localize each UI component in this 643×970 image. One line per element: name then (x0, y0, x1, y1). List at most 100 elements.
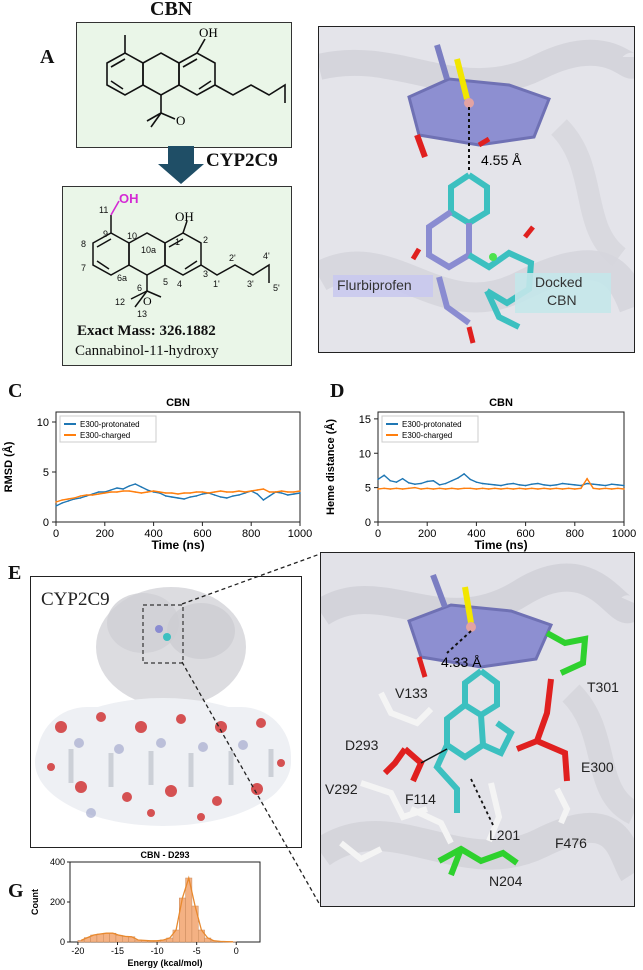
data-point (623, 484, 625, 487)
docked-cbn-label-1: Docked (535, 274, 583, 290)
data-point (293, 491, 295, 493)
data-point (158, 491, 161, 493)
data-point (481, 482, 484, 485)
data-point (420, 482, 422, 485)
data-point (469, 487, 472, 490)
data-point (250, 490, 252, 492)
parent-o: O (176, 113, 185, 128)
reaction-arrow (158, 146, 204, 184)
data-point (128, 485, 130, 487)
x-tick-label: 200 (96, 528, 114, 540)
x-tick-label: 1000 (612, 528, 636, 540)
data-point (389, 479, 392, 482)
data-point (487, 488, 490, 490)
data-point (574, 488, 576, 490)
y-tick-label: 15 (359, 414, 371, 426)
data-point (426, 487, 428, 490)
data-point (299, 490, 301, 492)
data-point (256, 489, 259, 491)
data-point (481, 487, 484, 490)
data-point (280, 492, 283, 494)
data-point (232, 491, 234, 493)
histogram-bar (179, 897, 186, 943)
data-point (244, 491, 246, 493)
data-point (561, 488, 564, 490)
atom-8: 8 (81, 239, 86, 249)
data-point (134, 491, 137, 493)
data-point (506, 483, 508, 485)
data-point (543, 484, 545, 486)
data-point (463, 487, 465, 490)
data-point (146, 489, 149, 491)
data-point (414, 483, 416, 485)
data-point (55, 501, 57, 503)
residue-d293: D293 (345, 737, 379, 753)
data-point (512, 482, 515, 485)
panel-e-label: CYP2C9 (41, 589, 110, 610)
product-molecule-box: OH OH O 11 10 9 8 7 6a 10a 1 2 3 4 5 6 1… (62, 186, 292, 366)
histogram-bar (122, 936, 129, 943)
data-point (617, 484, 619, 486)
heme-distance-chart: CBN 0 200 400 600 800 1000 0 5 10 15 Time (ns) Heme … (324, 397, 636, 552)
atom-4p: 4' (263, 251, 270, 261)
data-point (389, 488, 392, 490)
x-tick-label: 800 (242, 528, 260, 540)
atom-3: 3 (203, 269, 208, 279)
x-tick-label: 0 (53, 528, 59, 540)
data-point (377, 488, 379, 490)
data-point (238, 490, 240, 492)
y-tick-label: 5 (43, 467, 49, 479)
legend-box (381, 415, 479, 443)
data-point (500, 484, 502, 487)
data-point (580, 484, 582, 487)
data-point (537, 482, 539, 485)
data-point (152, 490, 155, 492)
data-point (494, 487, 496, 490)
data-point (91, 494, 94, 496)
data-point (567, 487, 570, 490)
data-point (122, 490, 124, 492)
data-point (420, 488, 422, 490)
data-point (79, 497, 82, 499)
residue-t301: T301 (587, 679, 619, 695)
data-point (598, 488, 601, 490)
atom-10: 10 (127, 231, 137, 241)
data-point (530, 487, 533, 490)
data-point (85, 494, 88, 496)
data-point (171, 496, 173, 498)
atom-6: 6 (137, 283, 142, 293)
residue-n204: N204 (489, 873, 523, 889)
data-point (487, 483, 490, 485)
data-point (537, 488, 539, 490)
x-tick-label: 400 (467, 528, 485, 540)
data-point (140, 486, 143, 488)
product-name: Cannabinol-11-hydroxy (75, 343, 219, 359)
data-point (268, 495, 271, 497)
data-point (55, 505, 57, 507)
data-point (414, 486, 416, 489)
atom-11: 11 (99, 205, 108, 215)
binding-site-render: 4.33 Å (321, 553, 634, 906)
data-point (377, 478, 379, 481)
data-point (104, 492, 106, 494)
x-tick-label: 0 (375, 528, 381, 540)
data-point (475, 488, 478, 490)
data-point (592, 487, 595, 490)
data-point (475, 481, 478, 483)
data-point (457, 477, 459, 479)
data-point (444, 488, 447, 490)
data-point (213, 494, 216, 496)
data-point (604, 487, 607, 490)
data-point (395, 487, 398, 490)
atom-4: 4 (177, 279, 182, 289)
y-axis-label: Count (30, 889, 40, 915)
residue-v292: V292 (325, 781, 358, 797)
x-tick-label: 800 (566, 528, 584, 540)
data-point (268, 491, 271, 493)
data-point (407, 482, 410, 484)
legend-label-0: E300-protonated (80, 420, 140, 429)
panel-b-distance: 4.55 Å (481, 152, 522, 168)
data-point (61, 499, 63, 501)
data-point (177, 497, 179, 499)
atom-7: 7 (81, 263, 86, 273)
